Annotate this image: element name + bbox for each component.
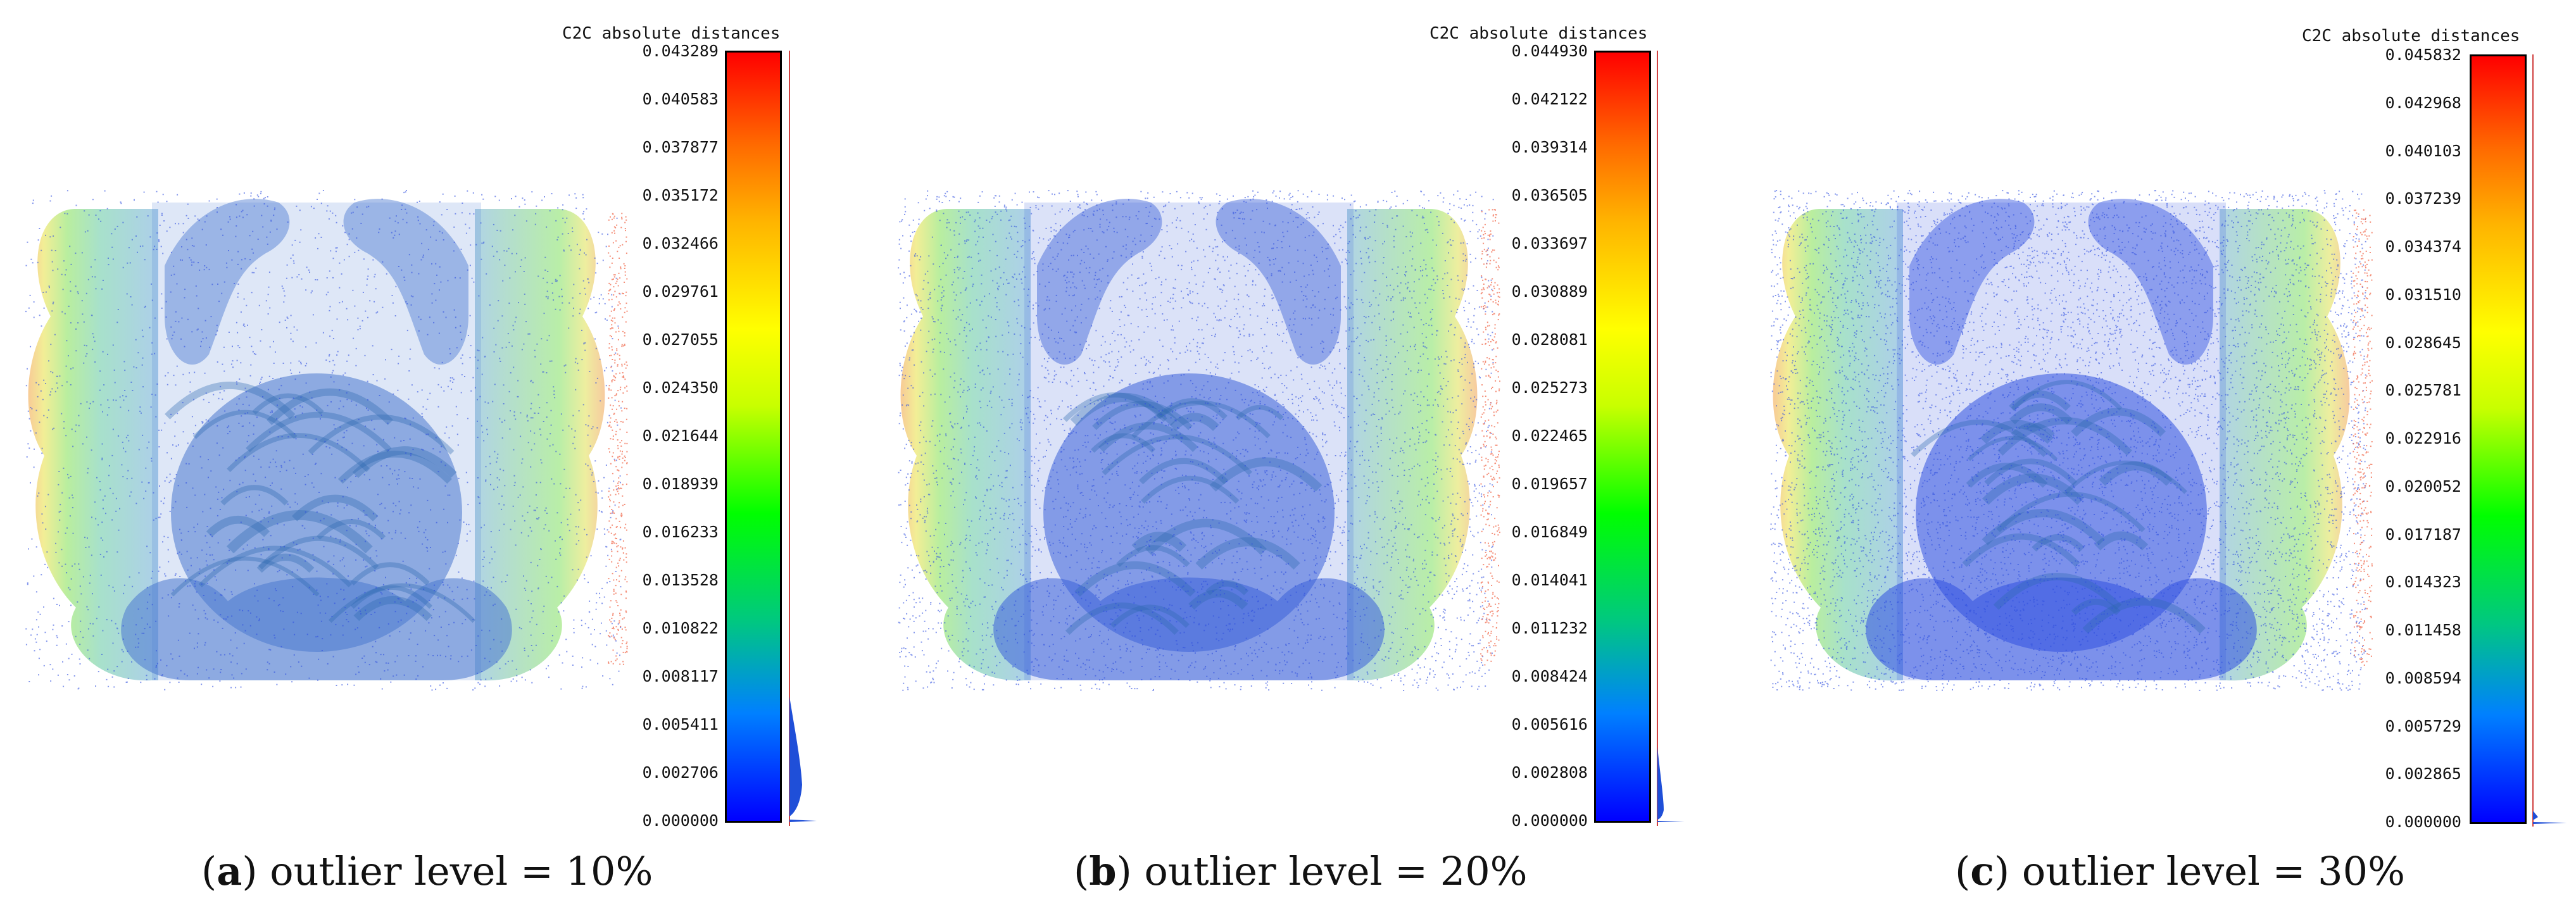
colorbar-tick-label: 0.014323 [2385,573,2461,592]
caption-label: c [1970,848,1994,894]
colorbar-tick-label: 0.032466 [642,234,719,253]
colorbar-tick-label: 0.005411 [642,715,719,734]
colorbar-tick-label: 0.020052 [2385,477,2461,496]
colorbar-tick-label: 0.036505 [1511,186,1588,204]
colorbar-tick-label: 0.008424 [1511,667,1588,685]
colorbar-tick-label: 0.043289 [642,42,719,60]
colorbar-tick-label: 0.031510 [2385,285,2461,304]
colorbar-tick-label: 0.034374 [2385,237,2461,256]
caption-label: a [217,848,242,894]
colorbar-tick-label: 0.042122 [1511,90,1588,108]
colorbar-tick-label: 0.037239 [2385,189,2461,208]
colorbar-tick-label: 0.002808 [1511,763,1588,782]
colorbar-tick-label: 0.005729 [2385,716,2461,735]
colorbar-tick-label: 0.000000 [1511,811,1588,830]
colorbar-tick-label: 0.029761 [642,282,719,301]
colorbar-tick-label: 0.028081 [1511,330,1588,349]
colorbar-tick-label: 0.002706 [642,763,719,782]
colorbar-tick-label: 0.044930 [1511,42,1588,60]
colorbar-tick-label: 0.022916 [2385,429,2461,447]
colorbar-tick-label: 0.025273 [1511,378,1588,397]
colorbar-tick-label: 0.008594 [2385,668,2461,687]
colorbar-tick-label: 0.045832 [2385,46,2461,64]
colorbar-tick-label: 0.016233 [642,523,719,541]
colorbar-tick-label: 0.008117 [642,667,719,685]
colorbar-tick-label: 0.021644 [642,427,719,445]
colorbar-tick-label: 0.024350 [642,378,719,397]
panel-a: C2C absolute distances 0.043289 0.040583 0… [0,0,858,924]
caption-text: outlier level = 20% [1144,848,1528,894]
colorbar-tick-label: 0.028645 [2385,333,2461,352]
colorbar-tick-label: 0.005616 [1511,715,1588,734]
colorbar-tick-label: 0.010822 [642,619,719,637]
colorbar-title: C2C absolute distances [562,24,781,43]
colorbar-tick-label: 0.025781 [2385,381,2461,400]
colorbar-tick-label: 0.002865 [2385,765,2461,784]
caption-c: (c) outlier level = 30% [1955,848,2405,894]
caption-label: b [1089,848,1117,894]
colorbar-tick-label: 0.027055 [642,330,719,349]
colorbar [1594,51,1651,823]
colorbar-tick-label: 0.014041 [1511,571,1588,589]
colorbar-tick-label: 0.017187 [2385,525,2461,544]
caption-text: outlier level = 30% [2021,848,2405,894]
panel-b: C2C absolute distances 0.044930 0.042122 0… [872,0,1731,924]
point-cloud-a [25,190,628,691]
colorbar-tick-label: 0.011458 [2385,621,2461,639]
colorbar-tick-label: 0.022465 [1511,427,1588,445]
histogram-a [789,51,817,826]
colorbar-tick-label: 0.037877 [642,138,719,156]
colorbar [2470,54,2527,824]
caption-b: (b) outlier level = 20% [1074,848,1528,894]
colorbar-tick-label: 0.000000 [2385,813,2461,831]
point-cloud-c [1770,190,2373,691]
colorbar-tick-label: 0.030889 [1511,282,1588,301]
colorbar-tick-label: 0.019657 [1511,475,1588,493]
panel-c: C2C absolute distances 0.045832 0.042968 0… [1745,0,2576,924]
caption-text: outlier level = 10% [270,848,653,894]
colorbar-tick-label: 0.013528 [642,571,719,589]
colorbar-tick-label: 0.039314 [1511,138,1588,156]
colorbar-tick-label: 0.016849 [1511,523,1588,541]
colorbar-tick-label: 0.000000 [642,811,719,830]
caption-a: (a) outlier level = 10% [201,848,653,894]
point-cloud-b [898,190,1500,692]
colorbar-title: C2C absolute distances [1429,24,1648,43]
histogram-b [1657,51,1685,826]
colorbar-tick-label: 0.040583 [642,90,719,108]
colorbar [725,51,782,823]
colorbar-tick-label: 0.040103 [2385,141,2461,160]
histogram-c [2532,54,2567,827]
colorbar-tick-label: 0.035172 [642,186,719,204]
colorbar-title: C2C absolute distances [2302,27,2520,46]
colorbar-tick-label: 0.033697 [1511,234,1588,253]
colorbar-tick-label: 0.018939 [642,475,719,493]
colorbar-tick-label: 0.042968 [2385,93,2461,112]
colorbar-tick-label: 0.011232 [1511,619,1588,637]
